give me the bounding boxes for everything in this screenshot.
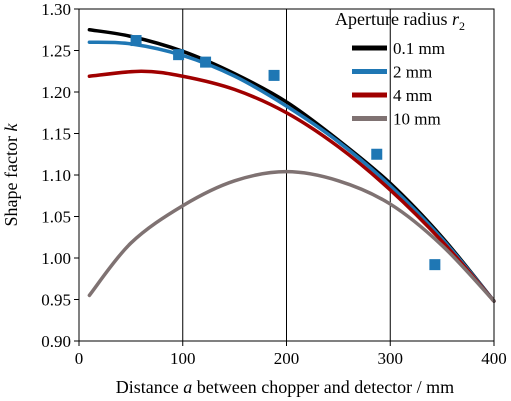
data-point-marker [268, 69, 280, 81]
data-point-marker [130, 35, 142, 47]
x-tick-label: 400 [481, 349, 507, 368]
series-line-2-mm [87, 40, 496, 303]
y-tick-label: 1.05 [41, 208, 71, 227]
x-tick-label: 200 [274, 349, 300, 368]
y-tick-label: 0.90 [41, 332, 71, 351]
legend: Aperture radius r2 0.1 mm 2 mm 4 mm 10 mm [335, 9, 465, 129]
y-tick-label: 1.00 [41, 249, 71, 268]
x-tick-label: 0 [75, 349, 84, 368]
y-tick-label: 1.20 [41, 83, 71, 102]
legend-label: 4 mm [393, 86, 432, 105]
y-tick-label: 1.30 [41, 0, 71, 19]
data-markers [130, 35, 441, 271]
x-axis-title: Distance a between chopper and detector … [116, 377, 454, 397]
y-tick-label: 1.25 [41, 42, 71, 61]
x-tick-label: 300 [378, 349, 404, 368]
axis-ticks: 0 100 200 300 400 0.90 0.95 1.00 1.05 1.10 1.15 1.2… [41, 0, 507, 368]
series-line-10-mm [87, 169, 496, 303]
legend-label: 10 mm [393, 110, 441, 129]
data-point-marker [371, 148, 383, 160]
legend-label: 0.1 mm [393, 39, 445, 58]
y-axis-title: Shape factor k [1, 123, 21, 227]
data-point-marker [429, 259, 441, 271]
series-curves [87, 28, 496, 303]
data-point-marker [200, 56, 212, 68]
grid-lines [182, 9, 391, 341]
series-line-4-mm [87, 69, 496, 303]
y-tick-label: 1.15 [41, 125, 71, 144]
y-tick-label: 0.95 [41, 291, 71, 310]
x-tick-label: 100 [170, 349, 196, 368]
legend-label: 2 mm [393, 63, 432, 82]
y-tick-label: 1.10 [41, 166, 71, 185]
data-point-marker [173, 49, 185, 61]
legend-title: Aperture radius r2 [335, 9, 465, 33]
